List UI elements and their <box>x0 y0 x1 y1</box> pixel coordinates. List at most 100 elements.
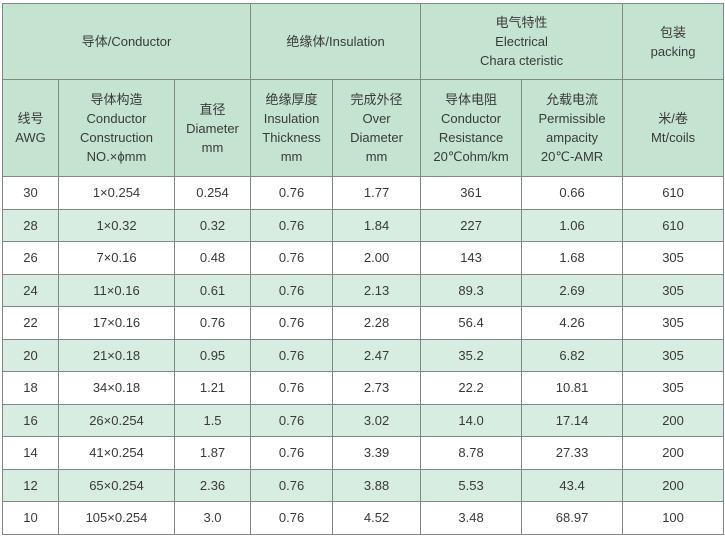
thickness-cell: 0.76 <box>250 436 334 470</box>
coils-cell: 200 <box>622 468 725 502</box>
resistance-cell: 35.2 <box>420 338 523 372</box>
packing-group-header: 包装 packing <box>622 3 725 80</box>
wire-spec-table: 导体/Conductor 绝缘体/Insulation 电气特性 Electri… <box>1 3 725 535</box>
thickness-cell: 0.76 <box>250 208 334 242</box>
awg-column-header: 线号 AWG <box>2 79 59 177</box>
construction-column-header: 导体构造 Conductor Construction NO.×ϕmm <box>58 79 175 177</box>
ampacity-cell: 17.14 <box>521 403 624 437</box>
resistance-cell: 227 <box>420 208 523 242</box>
overall-diameter-cell: 2.00 <box>332 241 422 275</box>
table-row: 28 1×0.32 0.32 0.76 1.84 227 1.06 610 <box>2 208 725 242</box>
coils-cell: 610 <box>622 176 725 210</box>
diameter-cell: 2.36 <box>173 468 252 502</box>
ampacity-cell: 6.82 <box>521 338 624 372</box>
awg-cell: 28 <box>2 208 59 242</box>
construction-cell: 65×0.254 <box>58 468 175 502</box>
resistance-cell: 89.3 <box>420 273 523 307</box>
table-row: 18 34×0.18 1.21 0.76 2.73 22.2 10.81 305 <box>2 371 725 405</box>
construction-cell: 105×0.254 <box>58 501 175 535</box>
awg-cell: 26 <box>2 241 59 275</box>
awg-cell: 16 <box>2 403 59 437</box>
diameter-cell: 1.87 <box>173 436 252 470</box>
table-row: 16 26×0.254 1.5 0.76 3.02 14.0 17.14 200 <box>2 403 725 437</box>
ampacity-cell: 2.69 <box>521 273 624 307</box>
spec-table-body: 30 1×0.254 0.254 0.76 1.77 361 0.66 610 28 1×0.32… <box>2 176 725 535</box>
diameter-cell: 0.61 <box>173 273 252 307</box>
overall-diameter-cell: 2.28 <box>332 306 422 340</box>
coils-cell: 305 <box>622 273 725 307</box>
resistance-cell: 14.0 <box>420 403 523 437</box>
ampacity-cell: 10.81 <box>521 371 624 405</box>
coils-cell: 200 <box>622 403 725 437</box>
thickness-cell: 0.76 <box>250 338 334 372</box>
electrical-group-header: 电气特性 Electrical Chara cteristic <box>420 3 624 80</box>
resistance-cell: 3.48 <box>420 501 523 535</box>
ampacity-cell: 4.26 <box>521 306 624 340</box>
awg-cell: 24 <box>2 273 59 307</box>
awg-cell: 12 <box>2 468 59 502</box>
coils-cell: 610 <box>622 208 725 242</box>
construction-cell: 1×0.32 <box>58 208 175 242</box>
construction-cell: 21×0.18 <box>58 338 175 372</box>
awg-cell: 20 <box>2 338 59 372</box>
construction-cell: 41×0.254 <box>58 436 175 470</box>
coils-cell: 305 <box>622 306 725 340</box>
thickness-cell: 0.76 <box>250 241 334 275</box>
diameter-cell: 3.0 <box>173 501 252 535</box>
coils-cell: 305 <box>622 371 725 405</box>
resistance-cell: 8.78 <box>420 436 523 470</box>
overall-diameter-cell: 3.88 <box>332 468 422 502</box>
awg-cell: 14 <box>2 436 59 470</box>
diameter-column-header: 直径 Diameter mm <box>173 79 252 177</box>
resistance-cell: 22.2 <box>420 371 523 405</box>
diameter-cell: 0.32 <box>173 208 252 242</box>
table-row: 30 1×0.254 0.254 0.76 1.77 361 0.66 610 <box>2 176 725 210</box>
ampacity-cell: 1.68 <box>521 241 624 275</box>
resistance-column-header: 导体电阻 Conductor Resistance 20℃ohm/km <box>420 79 523 177</box>
construction-cell: 17×0.16 <box>58 306 175 340</box>
coils-cell: 305 <box>622 338 725 372</box>
coils-cell: 200 <box>622 436 725 470</box>
construction-cell: 11×0.16 <box>58 273 175 307</box>
coils-column-header: 米/卷 Mt/coils <box>622 79 725 177</box>
thickness-column-header: 绝缘厚度 Insulation Thickness mm <box>250 79 334 177</box>
table-row: 14 41×0.254 1.87 0.76 3.39 8.78 27.33 200 <box>2 436 725 470</box>
group-header-row: 导体/Conductor 绝缘体/Insulation 电气特性 Electri… <box>1 3 725 80</box>
ampacity-cell: 43.4 <box>521 468 624 502</box>
ampacity-cell: 27.33 <box>521 436 624 470</box>
diameter-cell: 0.95 <box>173 338 252 372</box>
thickness-cell: 0.76 <box>250 306 334 340</box>
table-row: 12 65×0.254 2.36 0.76 3.88 5.53 43.4 200 <box>2 468 725 502</box>
insulation-group-header: 绝缘体/Insulation <box>250 3 422 80</box>
table-row: 24 11×0.16 0.61 0.76 2.13 89.3 2.69 305 <box>2 273 725 307</box>
resistance-cell: 143 <box>420 241 523 275</box>
table-row: 10 105×0.254 3.0 0.76 4.52 3.48 68.97 100 <box>2 501 725 535</box>
table-row: 22 17×0.16 0.76 0.76 2.28 56.4 4.26 305 <box>2 306 725 340</box>
thickness-cell: 0.76 <box>250 371 334 405</box>
construction-cell: 34×0.18 <box>58 371 175 405</box>
awg-cell: 22 <box>2 306 59 340</box>
resistance-cell: 5.53 <box>420 468 523 502</box>
construction-cell: 26×0.254 <box>58 403 175 437</box>
overall-diameter-cell: 1.77 <box>332 176 422 210</box>
table-row: 26 7×0.16 0.48 0.76 2.00 143 1.68 305 <box>2 241 725 275</box>
diameter-cell: 0.254 <box>173 176 252 210</box>
ampacity-cell: 0.66 <box>521 176 624 210</box>
resistance-cell: 361 <box>420 176 523 210</box>
conductor-group-header: 导体/Conductor <box>1 3 252 80</box>
overall-diameter-cell: 3.02 <box>332 403 422 437</box>
diameter-cell: 0.48 <box>173 241 252 275</box>
thickness-cell: 0.76 <box>250 273 334 307</box>
overall-diameter-cell: 3.39 <box>332 436 422 470</box>
coils-cell: 305 <box>622 241 725 275</box>
awg-cell: 30 <box>2 176 59 210</box>
ampacity-column-header: 允载电流 Permissible ampacity 20℃-AMR <box>521 79 624 177</box>
thickness-cell: 0.76 <box>250 176 334 210</box>
overall-diameter-cell: 4.52 <box>332 501 422 535</box>
diameter-cell: 0.76 <box>173 306 252 340</box>
resistance-cell: 56.4 <box>420 306 523 340</box>
overall-diameter-cell: 2.13 <box>332 273 422 307</box>
diameter-cell: 1.5 <box>173 403 252 437</box>
thickness-cell: 0.76 <box>250 468 334 502</box>
awg-cell: 10 <box>2 501 59 535</box>
